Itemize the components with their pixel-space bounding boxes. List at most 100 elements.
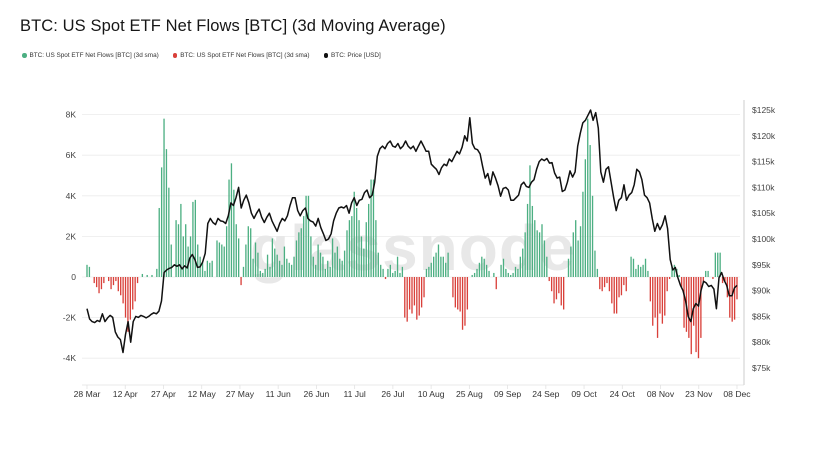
- flow-bar: [392, 272, 394, 277]
- y2-tick-label: $90k: [752, 286, 771, 296]
- flow-bar: [430, 262, 432, 277]
- x-tick-label: 28 Mar: [74, 389, 101, 399]
- y2-tick-label: $105k: [752, 208, 776, 218]
- flow-bar: [601, 277, 603, 292]
- flow-bar: [389, 264, 391, 277]
- flow-bar: [182, 236, 184, 277]
- flow-bar: [93, 277, 95, 284]
- flow-bar: [377, 252, 379, 277]
- flow-bar: [538, 232, 541, 277]
- flow-bar: [281, 264, 283, 277]
- flow-bar: [165, 149, 168, 277]
- flow-bar: [307, 195, 310, 277]
- y-tick-label: 8K: [66, 110, 77, 120]
- flow-bar: [343, 250, 346, 277]
- flow-bar: [336, 246, 339, 277]
- flow-bar: [587, 118, 589, 277]
- x-tick-label: 26 Jun: [304, 389, 330, 399]
- x-tick-label: 11 Jul: [343, 389, 365, 399]
- flow-bar: [644, 258, 647, 277]
- flow-bar: [100, 277, 103, 290]
- legend-item-price[interactable]: BTC: Price [USD]: [323, 52, 381, 59]
- flow-bar: [322, 256, 324, 277]
- flow-bar: [488, 270, 490, 277]
- flow-bar: [360, 236, 363, 277]
- legend-item-outflows[interactable]: BTC: US Spot ETF Net Flows [BTC] (3d sma…: [172, 52, 310, 59]
- flow-bar: [548, 277, 550, 282]
- flow-bar: [132, 277, 134, 310]
- flow-bar: [507, 272, 509, 277]
- flow-bar: [420, 277, 423, 308]
- gridlines: [82, 114, 744, 386]
- y2-tick-label: $95k: [752, 260, 771, 270]
- flow-bar: [401, 266, 404, 277]
- flow-bar: [736, 277, 738, 300]
- flow-bar: [300, 228, 302, 277]
- flow-bar: [464, 277, 466, 326]
- flow-bar: [358, 220, 360, 277]
- flow-bar: [303, 216, 305, 277]
- flow-bar: [225, 226, 228, 277]
- flow-bar: [382, 268, 384, 277]
- y2-tick-label: $75k: [752, 363, 771, 373]
- flow-bar: [312, 256, 314, 277]
- flow-bar: [721, 277, 724, 284]
- flow-bar: [572, 232, 574, 277]
- legend-label: BTC: US Spot ETF Net Flows [BTC] (3d sma…: [29, 52, 159, 59]
- flow-bar: [656, 277, 659, 338]
- flow-bar: [447, 252, 449, 277]
- flow-bar: [276, 254, 278, 277]
- flow-bar: [351, 216, 353, 277]
- flow-bar: [269, 266, 271, 277]
- flow-bar: [406, 277, 408, 322]
- flow-bar: [274, 248, 276, 277]
- flow-bar: [678, 274, 680, 277]
- flow-bar: [719, 252, 721, 277]
- price-line[interactable]: [86, 109, 738, 354]
- flow-bar: [266, 254, 269, 277]
- flow-bar: [288, 262, 290, 277]
- flow-bar: [346, 230, 348, 277]
- flow-bar: [613, 277, 615, 314]
- y2-tick-label: $100k: [752, 234, 776, 244]
- flow-bar: [129, 277, 131, 320]
- flow-bar: [553, 277, 555, 304]
- flow-bar: [457, 277, 459, 310]
- flow-bar: [649, 277, 651, 302]
- flow-bar: [481, 256, 483, 277]
- legend-dot-green: [22, 53, 27, 58]
- flow-bar: [156, 268, 158, 277]
- flow-bar: [380, 264, 382, 277]
- x-tick-label: 25 Aug: [456, 389, 483, 399]
- flow-bar: [252, 258, 254, 277]
- flow-bar: [86, 264, 88, 277]
- flow-bar: [712, 277, 714, 280]
- flow-bar: [305, 195, 307, 277]
- flow-bar: [680, 277, 683, 288]
- flow-bar: [582, 191, 584, 277]
- flow-bar: [327, 260, 329, 277]
- flow-bar: [117, 277, 119, 292]
- flow-bar: [387, 268, 389, 277]
- flow-bar: [671, 266, 673, 277]
- flow-bar: [319, 252, 322, 277]
- flow-bar: [98, 277, 100, 294]
- legend-item-inflows[interactable]: BTC: US Spot ETF Net Flows [BTC] (3d sma…: [22, 52, 159, 59]
- flow-bar: [160, 167, 163, 277]
- flow-bar: [433, 256, 435, 277]
- flow-bar: [235, 224, 237, 277]
- y-tick-label: -2K: [63, 313, 77, 323]
- x-tick-label: 26 Jul: [381, 389, 404, 399]
- flow-bar: [500, 264, 502, 277]
- flow-bar: [570, 246, 572, 277]
- flow-bar: [522, 248, 524, 277]
- flow-bar: [158, 207, 160, 277]
- flow-bar: [608, 277, 611, 292]
- flow-bar: [211, 260, 213, 277]
- flow-bar: [324, 268, 326, 277]
- flow-bar: [331, 238, 334, 277]
- flow-bar: [623, 277, 625, 286]
- flow-bar: [254, 242, 257, 277]
- flow-bar: [512, 272, 514, 277]
- x-tick-label: 27 May: [226, 389, 255, 399]
